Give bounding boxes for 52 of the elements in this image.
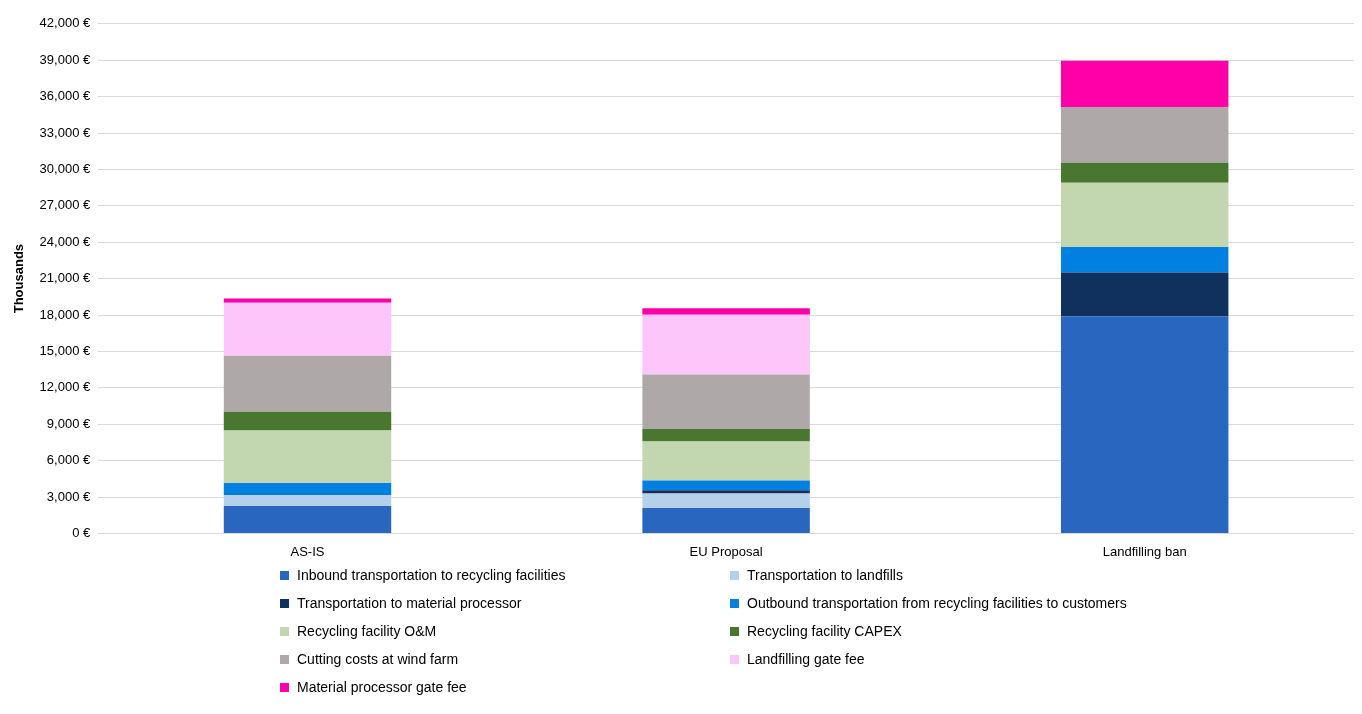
x-tick-label: EU Proposal xyxy=(689,543,763,559)
bar xyxy=(642,428,810,442)
bar xyxy=(1060,60,1229,107)
bar xyxy=(223,430,392,484)
legend-label: Cutting costs at wind farm xyxy=(297,651,459,667)
y-tick-label: 18,000 € xyxy=(39,306,91,322)
bar xyxy=(223,298,392,303)
y-tick-label: 15,000 € xyxy=(39,342,91,358)
legend-label: Inbound transportation to recycling facilities xyxy=(297,567,566,583)
y-tick-label: 21,000 € xyxy=(39,270,91,286)
y-axis-title: Thousands xyxy=(11,243,27,314)
bar xyxy=(1060,182,1229,248)
y-tick-label: 39,000 € xyxy=(39,51,91,67)
y-tick-label: 27,000 € xyxy=(39,197,91,213)
x-tick-label: Landfilling ban xyxy=(1102,543,1187,559)
bar xyxy=(223,302,392,356)
y-tick-label: 3,000 € xyxy=(46,488,91,504)
y-tick-label: 33,000 € xyxy=(39,124,91,140)
bar xyxy=(642,308,810,315)
bar xyxy=(223,483,392,495)
y-tick-label: 12,000 € xyxy=(39,379,91,395)
bar xyxy=(642,490,810,494)
y-tick-label: 9,000 € xyxy=(46,415,91,431)
bar xyxy=(1060,272,1229,317)
y-tick-label: 6,000 € xyxy=(46,452,91,468)
bar xyxy=(223,506,392,533)
legend-label: Transportation to material processor xyxy=(297,595,522,611)
y-tick-label: 30,000 € xyxy=(39,160,91,176)
legend-label: Outbound transportation from recycling facilities to customers xyxy=(747,595,1127,611)
bar xyxy=(1060,162,1229,183)
x-tick-label: AS-IS xyxy=(290,543,325,559)
bar xyxy=(642,507,810,533)
legend-label: Recycling facility CAPEX xyxy=(747,623,902,639)
bar xyxy=(1060,106,1229,163)
y-tick-label: 24,000 € xyxy=(39,233,91,249)
y-tick-label: 36,000 € xyxy=(39,88,91,104)
bar xyxy=(642,441,810,481)
bar xyxy=(642,493,810,508)
bar xyxy=(1060,247,1229,273)
legend-label: Transportation to landfills xyxy=(747,567,903,583)
bar xyxy=(642,314,810,375)
bar xyxy=(642,374,810,429)
legend-label: Material processor gate fee xyxy=(297,679,467,695)
y-tick-label: 42,000 € xyxy=(39,15,91,31)
bar xyxy=(1060,316,1229,533)
bar xyxy=(223,355,392,412)
y-tick-label: 0 € xyxy=(72,524,91,540)
legend-label: Recycling facility O&M xyxy=(297,623,437,639)
bar xyxy=(642,480,810,491)
bar xyxy=(223,494,392,507)
bar xyxy=(223,411,392,431)
legend-label: Landfilling gate fee xyxy=(747,651,865,667)
